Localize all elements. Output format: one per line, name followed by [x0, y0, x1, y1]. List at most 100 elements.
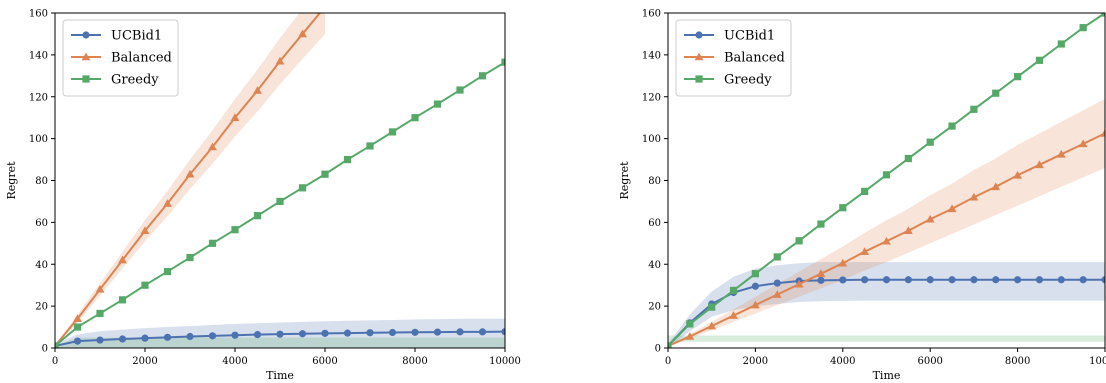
x-tick-label: 8000: [402, 356, 427, 367]
data-point-balanced: [816, 269, 826, 277]
y-tick-label: 0: [42, 344, 48, 355]
data-point-balanced: [1100, 128, 1105, 137]
legend: UCBid1 Balanced Greedy: [62, 19, 179, 97]
data-point-balanced: [185, 169, 195, 178]
y-tick-label: 80: [648, 176, 661, 187]
band-greedy: [668, 335, 1105, 342]
data-point-balanced: [707, 321, 717, 330]
x-tick-label: 10000: [489, 356, 521, 367]
data-point-ucbid1: [773, 279, 781, 287]
data-point-ucbid1: [411, 328, 419, 336]
chart-left: 0 2000 4000 6000 8000 10000 0 20 40 60 80 100 120 140…: [5, 2, 521, 383]
data-point-greedy: [751, 270, 759, 278]
x-tick-label: 4000: [830, 356, 855, 367]
y-tick-label: 40: [648, 260, 661, 271]
data-point-greedy: [253, 212, 262, 220]
data-point-ucbid1: [861, 276, 869, 284]
data-point-balanced: [1013, 170, 1022, 179]
data-point-balanced: [969, 192, 979, 201]
y-tick-label: 60: [35, 218, 48, 229]
data-point-ucbid1: [118, 335, 127, 343]
data-point-greedy: [231, 226, 239, 234]
data-point-balanced: [230, 113, 240, 121]
data-point-ucbid1: [96, 336, 104, 344]
legend-label-ucbid1: UCBid1: [111, 29, 162, 44]
data-point-balanced: [73, 314, 82, 322]
data-point-balanced: [903, 226, 913, 235]
data-point-greedy: [163, 267, 172, 276]
data-point-balanced: [1078, 139, 1088, 148]
x-tick-label: 0: [52, 356, 58, 367]
y-tick-label: 140: [642, 50, 661, 61]
data-point-ucbid1: [208, 332, 217, 340]
data-point-ucbid1: [141, 334, 149, 342]
legend-marker: [82, 31, 90, 39]
data-point-greedy: [686, 320, 694, 328]
data-point-greedy: [501, 58, 505, 66]
y-tick-label: 80: [35, 176, 48, 187]
data-point-balanced: [321, 2, 330, 10]
data-point-greedy: [861, 187, 869, 195]
data-point-ucbid1: [1079, 276, 1087, 284]
data-point-ucbid1: [501, 328, 505, 336]
data-point-ucbid1: [839, 276, 847, 284]
data-point-ucbid1: [882, 276, 891, 284]
legend-label-greedy: Greedy: [724, 73, 772, 88]
data-point-greedy: [411, 114, 419, 122]
legend-box: [675, 19, 792, 97]
data-point-greedy: [1014, 73, 1022, 81]
y-axis-label: Regret: [5, 161, 18, 200]
legend-marker: [695, 31, 703, 39]
y-tick-label: 20: [35, 302, 48, 313]
data-point-balanced: [208, 142, 217, 151]
x-tick-label: 6000: [917, 356, 942, 367]
data-point-greedy: [276, 197, 284, 206]
data-point-greedy: [992, 89, 1000, 97]
data-point-balanced: [729, 311, 738, 319]
data-point-greedy: [729, 286, 738, 295]
data-point-greedy: [1079, 24, 1087, 32]
data-point-greedy: [208, 239, 217, 247]
data-point-balanced: [991, 182, 1001, 191]
data-point-greedy: [343, 155, 352, 164]
chart-right: 0 2000 4000 6000 8000 10000 0 20 40 60 80 100 120 140…: [618, 9, 1106, 383]
data-point-balanced: [140, 226, 150, 235]
data-point-greedy: [970, 105, 978, 113]
data-point-balanced: [772, 290, 782, 298]
data-point-ucbid1: [388, 328, 397, 337]
y-tick-label: 140: [29, 50, 48, 61]
data-point-ucbid1: [1014, 276, 1022, 284]
data-point-ucbid1: [298, 330, 307, 338]
data-point-ucbid1: [366, 329, 374, 337]
data-point-ucbid1: [948, 276, 956, 284]
x-tick-label: 4000: [222, 356, 247, 367]
data-point-greedy: [298, 184, 307, 192]
y-tick-label: 160: [642, 9, 661, 20]
data-point-ucbid1: [904, 276, 912, 284]
x-tick-label: 10000: [1089, 356, 1106, 367]
data-point-balanced: [794, 279, 804, 288]
data-point-greedy: [478, 72, 487, 80]
y-tick-label: 160: [29, 9, 48, 20]
y-tick-label: 20: [648, 302, 661, 313]
data-point-greedy: [118, 296, 127, 304]
data-point-balanced: [925, 214, 935, 223]
data-point-balanced: [882, 236, 891, 245]
legend-label-balanced: Balanced: [111, 51, 172, 66]
data-point-greedy: [1035, 56, 1044, 64]
data-point-balanced: [1056, 149, 1066, 158]
data-point-balanced: [275, 56, 285, 65]
data-point-ucbid1: [433, 328, 442, 336]
legend-box: [62, 19, 179, 97]
data-point-greedy: [73, 323, 82, 331]
data-point-ucbid1: [1035, 276, 1044, 284]
data-point-greedy: [1057, 40, 1065, 48]
data-point-ucbid1: [276, 330, 284, 338]
data-point-ucbid1: [231, 331, 239, 339]
data-point-greedy: [1101, 13, 1105, 17]
data-point-greedy: [926, 138, 934, 146]
data-point-greedy: [186, 253, 194, 262]
y-tick-label: 60: [648, 218, 661, 229]
data-point-greedy: [433, 100, 442, 108]
